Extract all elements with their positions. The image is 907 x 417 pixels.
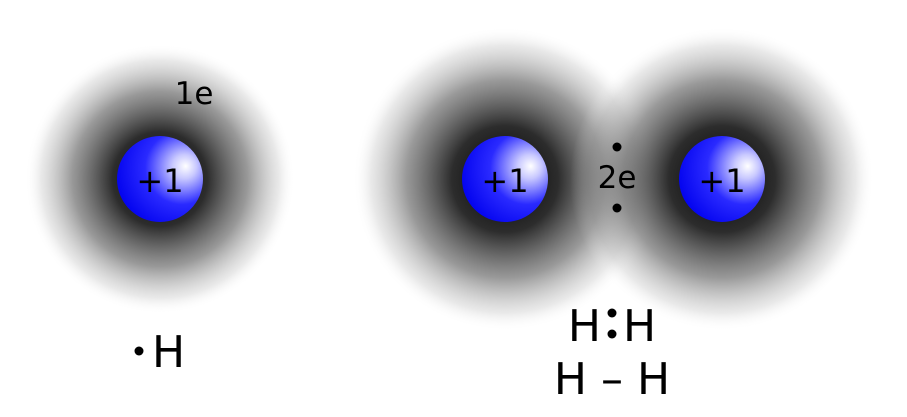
lewis-symbol-left: H [568,301,601,352]
shared-electron-dot-bottom [612,203,622,213]
nucleus-left [462,136,548,222]
hydrogen-atom: +1 1e H [25,44,295,378]
shared-electron-dot-top [612,142,622,152]
atom-symbol: H [152,327,185,378]
nucleus-charge-label-left: +1 [481,162,528,200]
line-formula: H – H [554,354,670,405]
shared-electron-count-label: 2e [598,160,637,196]
nucleus [117,136,203,222]
nucleus-right [679,136,765,222]
hydrogen-molecule: +1 +1 2e H H H – H [353,27,874,405]
lewis-symbol-right: H [623,301,656,352]
nucleus-charge-label: +1 [136,162,183,200]
electron-dot [134,346,144,356]
lewis-bond-dot-top [607,308,617,318]
nucleus-charge-label-right: +1 [698,162,745,200]
electron-count-label: 1e [175,76,214,112]
lewis-bond-dot-bottom [607,329,617,339]
